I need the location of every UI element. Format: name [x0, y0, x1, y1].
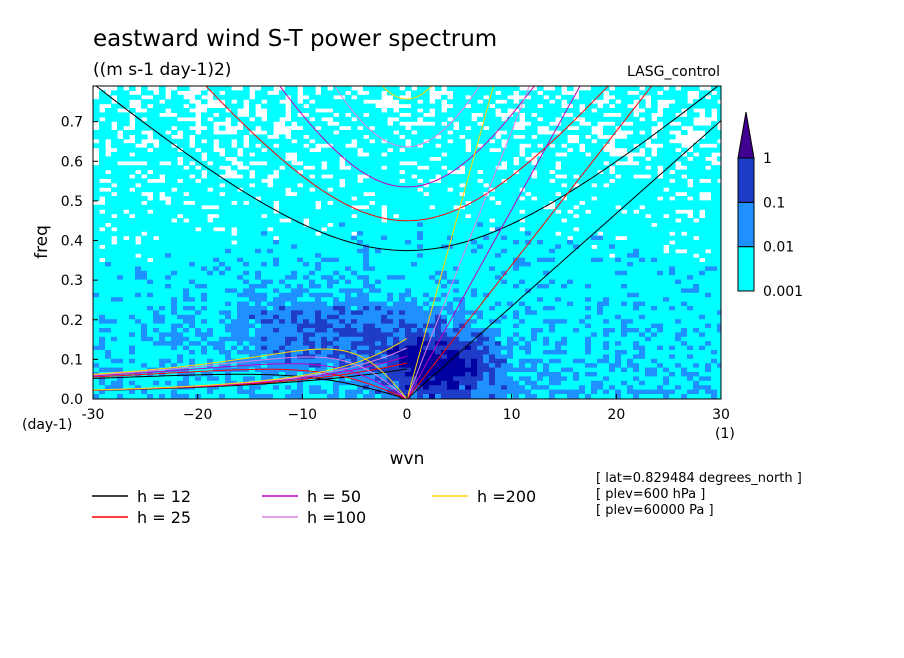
y-tick-label: 0.7 [61, 115, 83, 131]
x-unit-label: (1) [715, 426, 735, 442]
y-tick-label: 0.1 [61, 352, 83, 368]
colorbar-label: 0.01 [763, 240, 794, 256]
x-tick-label: 30 [712, 407, 730, 423]
legend-label: h =200 [477, 487, 536, 506]
y-tick-label: 0.3 [61, 273, 83, 289]
spectrum-field [93, 86, 724, 403]
legend-label: h = 12 [137, 487, 191, 506]
colorbar-top-triangle [738, 112, 754, 158]
y-tick-label: 0.5 [61, 194, 83, 210]
colorbar-swatch [738, 247, 754, 291]
x-tick-label: 10 [503, 407, 521, 423]
x-tick-label: −10 [288, 407, 318, 423]
annotation-plev-hpa: [ plev=600 hPa ] [596, 487, 705, 502]
y-unit-label: (day-1) [22, 417, 72, 433]
annotation-plev-pa: [ plev=60000 Pa ] [596, 503, 714, 518]
curve-legend: h = 12 h = 25 h = 50 h =100 h =200 [92, 487, 536, 527]
y-axis: 0.0 0.1 0.2 0.3 0.4 0.5 0.6 0.7 [61, 115, 98, 408]
colorbar-swatch [738, 158, 754, 202]
colorbar-label: 0.001 [763, 284, 803, 300]
run-label: LASG_control [627, 64, 720, 80]
chart-title: eastward wind S-T power spectrum [93, 26, 497, 52]
x-tick-label: −20 [183, 407, 213, 423]
y-tick-label: 0.6 [61, 154, 83, 170]
annotation-lat: [ lat=0.829484 degrees_north ] [596, 471, 802, 486]
colorbar-label: 1 [763, 151, 772, 167]
y-tick-label: 0.0 [61, 392, 83, 408]
legend-label: h = 25 [137, 508, 191, 527]
x-tick-label: 0 [403, 407, 412, 423]
x-axis-label: wvn [390, 449, 425, 469]
colorbar-swatch [738, 202, 754, 246]
legend-label: h =100 [307, 508, 366, 527]
colorbar-label: 0.1 [763, 195, 785, 211]
y-tick-label: 0.4 [61, 234, 83, 250]
y-tick-label: 0.2 [61, 313, 83, 329]
x-tick-label: 20 [607, 407, 625, 423]
x-tick-label: -30 [82, 407, 105, 423]
colorbar: 1 0.1 0.01 0.001 [738, 112, 803, 300]
legend-label: h = 50 [307, 487, 361, 506]
chart-units: ((m s-1 day-1)2) [93, 60, 231, 80]
y-axis-label: freq [32, 225, 52, 259]
